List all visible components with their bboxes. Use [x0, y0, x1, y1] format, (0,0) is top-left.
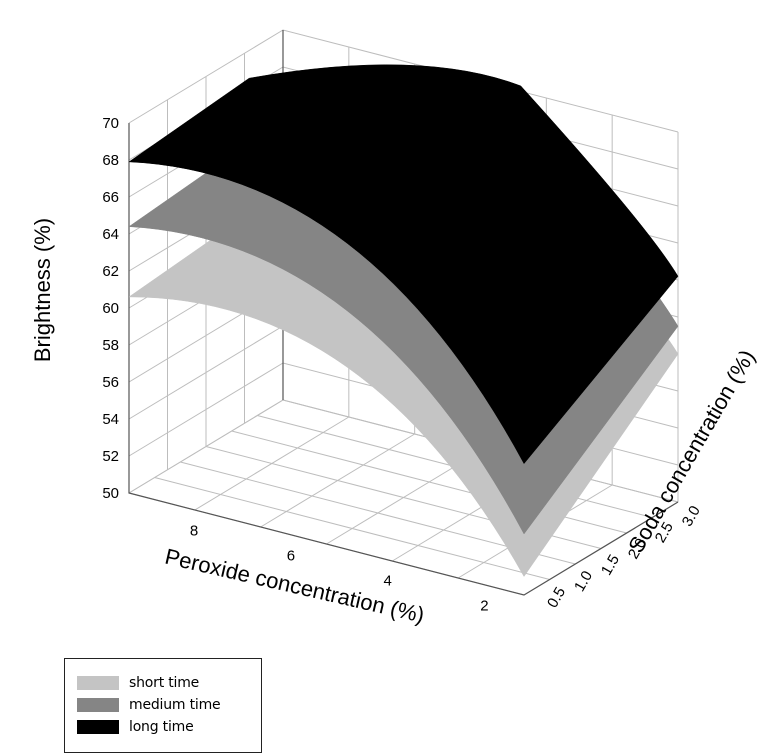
x-tick-label: 8	[190, 522, 198, 539]
z-tick-label: 62	[102, 263, 119, 280]
z-tick-label: 56	[102, 374, 119, 391]
z-tick-label: 70	[102, 115, 119, 132]
y-tick-label: 1.5	[598, 552, 623, 579]
surface-long-time	[128, 64, 679, 465]
legend: short time medium time long time	[64, 658, 262, 753]
surface-layer	[128, 64, 679, 577]
legend-item-long-time: long time	[77, 718, 194, 736]
z-axis-label: Brightness (%)	[30, 218, 55, 362]
legend-item-medium-time: medium time	[77, 696, 221, 714]
legend-label: long time	[129, 719, 194, 735]
legend-swatch-long-time	[77, 720, 119, 734]
y-tick-label: 1.0	[571, 568, 596, 595]
z-tick-label: 54	[102, 411, 119, 428]
z-tick-label: 52	[102, 448, 119, 465]
legend-swatch-medium-time	[77, 698, 119, 712]
x-tick-label: 4	[383, 572, 391, 589]
y-tick-label: 3.0	[679, 503, 704, 530]
z-tick-label: 60	[102, 300, 119, 317]
z-tick-label: 58	[102, 337, 119, 354]
z-tick-label: 50	[102, 485, 119, 502]
z-tick-label: 64	[102, 226, 119, 243]
grid-line	[154, 477, 550, 580]
z-tick-label: 66	[102, 189, 119, 206]
legend-label: short time	[129, 675, 200, 691]
legend-label: medium time	[129, 697, 221, 713]
x-tick-label: 6	[287, 547, 295, 564]
x-tick-label: 2	[480, 597, 488, 614]
legend-swatch-short-time	[77, 676, 119, 690]
legend-item-short-time: short time	[77, 674, 199, 692]
axis-frame	[128, 123, 679, 596]
z-tick-label: 68	[102, 152, 119, 169]
y-tick-label: 0.5	[544, 584, 569, 611]
